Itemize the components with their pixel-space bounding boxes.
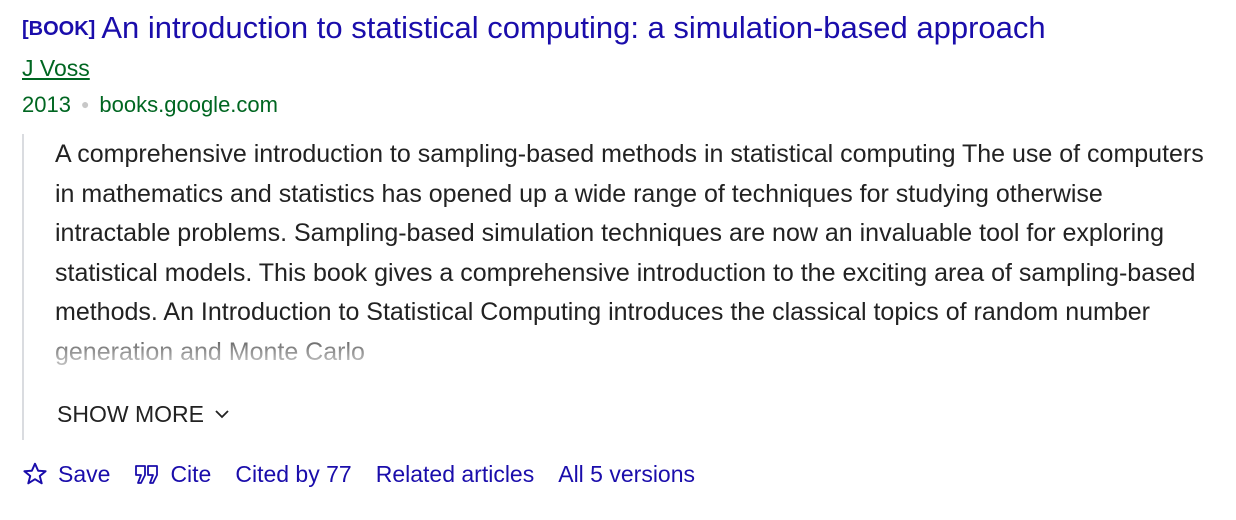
result-actions: Save Cite Cited by 77 Related articles A… <box>22 459 1222 489</box>
result-snippet: A comprehensive introduction to sampling… <box>55 140 1204 366</box>
search-result: [BOOK] An introduction to statistical com… <box>22 8 1222 489</box>
save-label: Save <box>58 461 111 487</box>
result-title-link[interactable]: An introduction to statistical computing… <box>101 10 1046 45</box>
show-more-button[interactable]: SHOW MORE <box>57 399 230 429</box>
result-source: books.google.com <box>99 92 278 117</box>
result-title-line: [BOOK] An introduction to statistical com… <box>22 8 1222 49</box>
author-link[interactable]: J Voss <box>22 55 90 81</box>
related-articles-link[interactable]: Related articles <box>375 461 535 487</box>
cite-label: Cite <box>170 461 212 487</box>
result-type-tag: [BOOK] <box>22 18 96 40</box>
star-outline-icon <box>22 461 48 487</box>
result-year: 2013 <box>22 92 71 117</box>
result-meta: 2013 ● books.google.com <box>22 89 1222 120</box>
chevron-down-icon <box>214 409 230 419</box>
save-button[interactable]: Save <box>22 459 110 489</box>
show-more-label: SHOW MORE <box>57 401 204 427</box>
result-snippet-block: A comprehensive introduction to sampling… <box>22 134 1222 440</box>
cited-by-link[interactable]: Cited by 77 <box>235 461 352 487</box>
meta-separator-dot: ● <box>80 96 90 112</box>
quote-icon <box>134 462 160 486</box>
cite-button[interactable]: Cite <box>134 459 211 489</box>
all-versions-link[interactable]: All 5 versions <box>558 461 696 487</box>
result-authors: J Voss <box>22 53 1222 83</box>
